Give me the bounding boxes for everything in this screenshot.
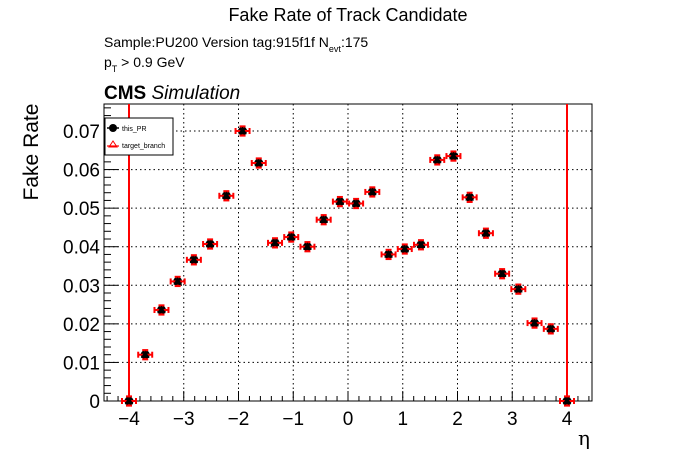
x-tick-label: −3 xyxy=(173,409,195,430)
target-branch-marker xyxy=(238,126,247,135)
data-point xyxy=(185,254,202,266)
x-tick-label: 0 xyxy=(343,409,354,430)
target-branch-marker xyxy=(319,215,329,223)
legend-label-target-branch: target_branch xyxy=(122,143,165,150)
cms-label: CMS Simulation xyxy=(104,83,240,105)
x-tick-label: 3 xyxy=(507,409,518,430)
legend-target-branch-marker xyxy=(108,140,118,148)
pt-symbol: p xyxy=(104,54,112,70)
nevt-value: :175 xyxy=(340,34,369,50)
target-branch-marker xyxy=(432,155,442,164)
data-point xyxy=(121,395,137,407)
legend: this_PR target_branch xyxy=(104,117,174,156)
data-point xyxy=(510,283,527,295)
target-branch-marker xyxy=(140,350,150,358)
data-point xyxy=(283,231,300,243)
data-point xyxy=(542,323,559,335)
data-point xyxy=(169,275,186,288)
data-point xyxy=(494,268,511,280)
data-point xyxy=(331,195,348,208)
target-branch-marker xyxy=(400,244,410,253)
data-point xyxy=(380,248,397,261)
x-tick-label: −4 xyxy=(118,409,140,430)
data-point xyxy=(202,238,219,250)
target-branch-marker xyxy=(124,396,134,405)
legend-box xyxy=(104,117,174,156)
data-point xyxy=(250,157,267,169)
y-tick-label: 0.04 xyxy=(63,238,100,259)
x-tick-label: −2 xyxy=(228,409,250,430)
y-tick-label: 0.03 xyxy=(63,276,100,297)
x-tick-label: −1 xyxy=(282,409,304,430)
target-branch-marker xyxy=(302,242,312,250)
data-point xyxy=(445,150,462,162)
x-tick-label: 1 xyxy=(397,409,408,430)
data-point xyxy=(299,241,316,253)
target-branch-marker xyxy=(449,151,458,160)
data-point xyxy=(153,304,170,316)
cms-bold: CMS xyxy=(104,83,147,104)
cms-simulation: Simulation xyxy=(146,83,241,104)
y-tick-label: 0 xyxy=(89,392,100,413)
data-point xyxy=(364,186,381,198)
target-branch-marker xyxy=(416,240,426,249)
sample-text: Sample:PU200 Version tag:915f1f N xyxy=(104,34,329,50)
target-branch-marker xyxy=(189,255,199,264)
target-branch-marker xyxy=(254,158,264,167)
data-point xyxy=(559,395,575,407)
data-point xyxy=(396,243,413,255)
nevt-subscript: evt xyxy=(328,44,341,54)
x-tick-label: 4 xyxy=(562,409,573,430)
pt-rest: > 0.9 GeV xyxy=(117,54,185,70)
data-point xyxy=(348,197,365,210)
target-branch-marker xyxy=(497,269,507,277)
data-point xyxy=(461,191,478,203)
target-branch-marker xyxy=(367,187,377,196)
y-tick-label: 0.02 xyxy=(63,315,100,336)
target-branch-marker xyxy=(335,197,345,205)
data-point xyxy=(218,190,235,202)
target-branch-marker xyxy=(205,239,215,248)
target-branch-marker xyxy=(286,232,296,241)
data-point xyxy=(267,237,284,249)
sample-info: Sample:PU200 Version tag:915f1f Nevt:175 xyxy=(104,34,368,54)
y-tick-label: 0.07 xyxy=(63,122,100,143)
data-point xyxy=(477,227,494,239)
target-branch-marker xyxy=(465,192,475,201)
target-branch-marker xyxy=(530,318,539,327)
target-branch-marker xyxy=(221,191,231,200)
target-branch-marker xyxy=(384,249,394,258)
data-point xyxy=(315,214,332,226)
data-point xyxy=(234,125,251,137)
target-branch-marker xyxy=(546,324,556,333)
pt-subscript: T xyxy=(111,64,118,74)
target-branch-marker xyxy=(562,396,572,405)
data-point xyxy=(412,239,429,251)
data-point xyxy=(429,154,446,166)
x-tick-label: 2 xyxy=(452,409,463,430)
data-point xyxy=(526,317,543,329)
x-axis-label: η xyxy=(578,426,590,450)
target-branch-marker xyxy=(157,305,166,314)
target-branch-marker xyxy=(173,276,183,285)
target-branch-marker xyxy=(270,238,280,247)
chart-title: Fake Rate of Track Candidate xyxy=(228,5,468,25)
data-point xyxy=(137,349,154,361)
pt-cut: pT > 0.9 GeV xyxy=(104,54,185,74)
legend-label-this-pr: this_PR xyxy=(122,126,147,133)
y-tick-label: 0.05 xyxy=(63,199,100,220)
target-branch-marker xyxy=(351,199,361,207)
y-tick-label: 0.01 xyxy=(63,353,100,374)
y-tick-label: 0.06 xyxy=(63,161,100,182)
target-branch-marker xyxy=(513,284,523,293)
target-branch-marker xyxy=(481,228,491,237)
